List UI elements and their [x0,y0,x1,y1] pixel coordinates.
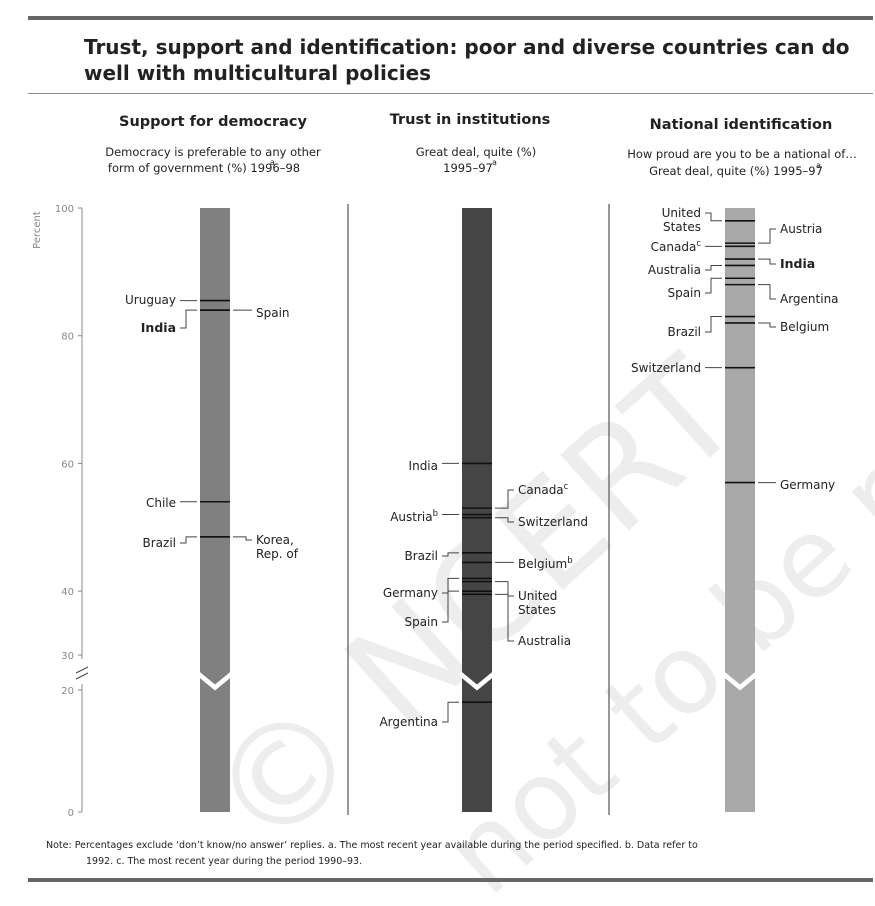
panel-subtitle-trust: Great deal, quite (%) [416,145,537,159]
panel-3-austria-leader [758,228,776,244]
panels: Uruguay Spain India Chile Brazil Korea,Rep. o… [125,206,839,812]
panel-note-identification: a [816,161,821,170]
panel-3-india-label: India [780,256,815,271]
panel-2-united-label-line2: States [518,603,556,617]
chart-title-line2: well with multicultural policies [84,61,431,85]
footnote-line1: Note: Percentages exclude ‘don’t know/no… [46,840,698,851]
panel-3-australia-leader [705,264,722,271]
panel-3-canada-note: c [696,239,701,249]
panel-2-australia-label: Australia [518,634,571,648]
panel-3-spain-label: Spain [667,286,701,300]
panel-2-argentina-leader [442,701,459,723]
panel-1-uruguay-label: Uruguay [125,293,176,307]
y-axis: Percent 0 20 30 40 60 80 100 [32,204,89,819]
panel-3-spain-leader [705,277,722,294]
panel-1-break [198,670,232,691]
panel-2-united-leader [495,581,514,597]
panel-1-india-leader [180,309,197,329]
bottom-rule [28,878,873,882]
panel-3-india-leader [758,258,776,265]
panel-3-united-leader [705,212,722,222]
panel-2-brazil-leader [442,552,459,557]
panel-3-break [723,670,757,691]
panel-3-argentina-leader [758,284,776,300]
panel-1-chile-label: Chile [146,496,176,510]
panel-2-bar [462,208,492,812]
panel-2-switzerland-leader [495,517,514,523]
y-tick-label-80: 80 [61,332,74,343]
panel-subtitle-democracy: Democracy is preferable to any other [105,145,321,159]
panel-headers: Support for democracy Democracy is prefe… [105,112,857,178]
panel-title-identification: National identification [650,117,833,133]
panel-2-canada-note: c [564,482,569,492]
panel-1-brazil-label: Brazil [143,536,177,550]
axis-break-mark [75,666,89,680]
y-axis-label: Percent [32,211,43,249]
panel-3-belgium-leader [758,322,776,328]
panel-2-belgium-note: b [567,556,572,566]
panel-2-switzerland-label: Switzerland [518,515,588,529]
top-rule [28,16,873,20]
panel-3-germany-label: Germany [780,478,835,492]
panel-2-argentina-label: Argentina [379,715,438,729]
panel-1-korea-leader [233,536,252,541]
panel-1-korea-label: Korea, [256,533,294,547]
panel-2-brazil-label: Brazil [405,549,439,563]
panel-2-spain-leader [442,590,459,623]
y-tick-label-0: 0 [68,808,74,819]
panel-3-united-label: United [662,206,701,220]
panel-1-india-label: India [141,320,176,335]
panel-2-australia-leader [495,593,514,642]
panel-2-germany-leader [442,577,459,594]
panel-2-canada-label: Canadac [518,482,569,497]
panel-2-break [460,670,494,691]
chart-title: Trust, support and identification: poor … [84,35,850,59]
panel-1-brazil-leader [180,536,197,544]
panel-2: India Canadac Austriab Switzerland Brazil Bel… [379,208,588,812]
panel-2-germany-label: Germany [383,586,438,600]
panel-subtitle2-democracy: form of government (%) 1996–98 [108,161,300,175]
panel-subtitle-identification: How proud are you to be a national of… [627,147,857,161]
panel-2-austria-label: Austriab [390,509,438,524]
panel-2-austria-note: b [433,509,438,519]
panel-1-korea-label-line2: Rep. of [256,547,299,561]
panel-3-belgium-label: Belgium [780,320,829,334]
panel-title-trust: Trust in institutions [390,112,551,128]
y-tick-label-40: 40 [61,587,74,598]
footnote-line2: 1992. c. The most recent year during the… [86,856,362,867]
y-tick-label-100: 100 [55,204,74,215]
panel-2-india-label: India [409,459,438,473]
panel-note-trust: a [492,158,497,167]
panel-subtitle2-identification: Great deal, quite (%) 1995–97 [649,164,823,178]
panel-subtitle2-trust: 1995–97 [443,161,493,175]
panel-3-austria-label: Austria [780,222,822,236]
panel-title-democracy: Support for democracy [119,114,307,130]
panel-3-brazil-label: Brazil [668,325,702,339]
y-tick-label-30: 30 [61,651,74,662]
panel-2-spain-label: Spain [404,615,438,629]
panel-2-united-label: United [518,589,557,603]
panel-1-bar [200,208,230,812]
panel-3-switzerland-label: Switzerland [631,361,701,375]
panel-2-belgium-label: Belgiumb [518,556,573,571]
panel-3-canada-label: Canadac [651,239,702,254]
panel-2-canada-leader [495,489,514,509]
panel-3-brazil-leader [705,316,722,333]
title-rule [28,93,873,94]
panel-3-united-label-line2: States [663,220,701,234]
panel-note-democracy: a [270,158,275,167]
y-tick-label-60: 60 [61,459,74,470]
panel-1-spain-label: Spain [256,306,290,320]
panel-3-argentina-label: Argentina [780,292,839,306]
y-tick-label-20: 20 [61,686,74,697]
panel-3-bar [725,208,755,812]
panel-3-australia-label: Australia [648,263,701,277]
panel-1: Uruguay Spain India Chile Brazil Korea,Rep. o… [125,208,299,812]
